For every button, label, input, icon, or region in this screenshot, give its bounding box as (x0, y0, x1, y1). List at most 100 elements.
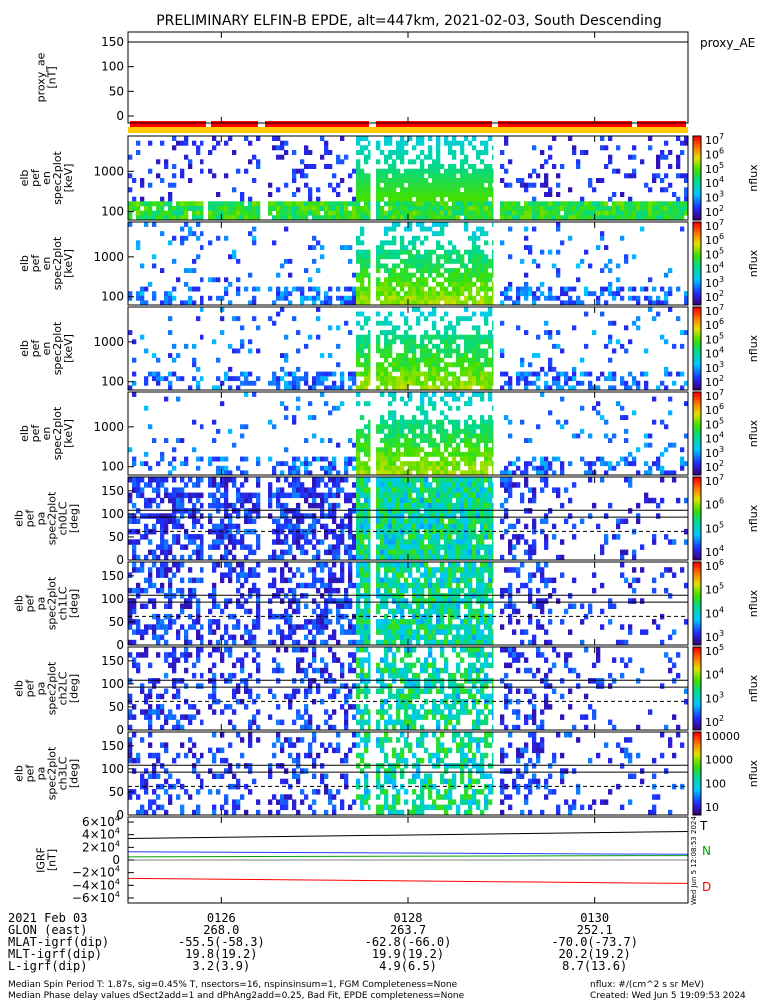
pitch-ch0-cell (380, 523, 385, 530)
energy-1-cell (224, 173, 229, 179)
pitch-ch0-colorbar-step (693, 535, 701, 538)
pitch-ch0-cell (200, 554, 205, 561)
pitch-ch0-cell (240, 482, 245, 488)
energy-4-cell (444, 428, 449, 434)
energy-1-cell (208, 168, 213, 174)
energy-1-cell (240, 196, 245, 202)
energy-2-cell (368, 277, 373, 283)
energy-1-cell (532, 182, 537, 188)
energy-3-cell (460, 371, 465, 377)
panel-pitch-ch0: 107106105104nflux150100500elbpefpaspec2p… (13, 473, 761, 567)
pitch-ch0-cell (636, 518, 641, 524)
energy-2-cell (460, 300, 465, 306)
energy-1-cell (308, 164, 313, 169)
energy-3-cell (436, 343, 441, 349)
energy-4-colorbar-step (693, 412, 701, 416)
pitch-ch1-cell (224, 562, 229, 568)
energy-2-colorbar-step (693, 269, 701, 273)
energy-2-cell (472, 235, 477, 241)
pitch-ch0-cell (176, 539, 181, 545)
energy-4-cell (340, 401, 345, 407)
state-bar-0 (130, 121, 206, 127)
pitch-ch0-cell (448, 544, 453, 550)
energy-4-cell (416, 405, 421, 411)
energy-3-cell (472, 343, 477, 349)
energy-1-cell (420, 178, 425, 183)
pitch-ch0-colorbar-step (693, 539, 701, 542)
energy-3-ylabel-3: spec2plot (51, 321, 64, 375)
energy-3-cell (412, 380, 417, 386)
pitch-ch0-cell (408, 513, 413, 519)
energy-3-cell (564, 380, 569, 386)
energy-1-cell (396, 210, 401, 216)
pitch-ch0-cell (456, 497, 461, 504)
pitch-ch0-cell (572, 534, 577, 540)
energy-3-cell (424, 330, 429, 335)
pitch-ch0-cell (168, 497, 173, 504)
pitch-ch0-cell (376, 477, 381, 483)
energy-1-ztick-3: 104 (705, 175, 724, 190)
pitch-ch0-cell (336, 477, 341, 483)
pitch-ch1-cell (208, 608, 213, 615)
energy-4-cell (192, 419, 197, 425)
pitch-ch1-cell (172, 562, 177, 568)
energy-1-cell (288, 201, 293, 207)
energy-1-cell (572, 145, 577, 151)
energy-3-cell (444, 385, 449, 391)
energy-1-cell (684, 140, 689, 146)
energy-4-cell (444, 415, 449, 420)
energy-1-cell (484, 187, 489, 193)
pitch-ch1-cell (132, 567, 137, 573)
pitch-ch0-ylabel-5: [deg] (68, 504, 81, 533)
pitch-ch0-cell (488, 554, 493, 561)
energy-1-cell (172, 210, 177, 216)
energy-4-cell (480, 424, 485, 430)
energy-1-cell (200, 159, 205, 165)
pitch-ch1-cells (128, 562, 689, 646)
energy-3-cell (520, 357, 525, 363)
energy-1-cell (156, 201, 161, 207)
pitch-ch0-cell (412, 549, 417, 556)
energy-1-cell (184, 154, 189, 160)
energy-1-cell (532, 215, 537, 221)
energy-2-cell (436, 240, 441, 246)
energy-3-cell (484, 380, 489, 386)
energy-4-cell (304, 465, 309, 471)
energy-1-cell (336, 192, 341, 197)
energy-2-cell (628, 295, 633, 301)
energy-1-cell (448, 168, 453, 174)
energy-2-cell (476, 263, 481, 269)
energy-3-cell (504, 380, 509, 386)
energy-2-cell (196, 254, 201, 260)
energy-1-cell (308, 192, 313, 197)
pitch-ch0-cell (384, 549, 389, 556)
pitch-ch0-cell (216, 523, 221, 530)
energy-4-cell (396, 470, 401, 476)
energy-4-cell (408, 438, 413, 443)
energy-1-cell (516, 215, 521, 221)
energy-1-cell (356, 201, 361, 207)
energy-2-cell (228, 300, 233, 306)
energy-4-cell (376, 456, 381, 462)
energy-4-cell (392, 415, 397, 420)
energy-4-cell (488, 396, 493, 402)
pitch-ch1-cell (252, 582, 257, 589)
pitch-ch1-cell (312, 572, 317, 578)
energy-3-cell (412, 366, 417, 372)
pitch-ch0-cell (256, 497, 261, 504)
energy-2-cell (468, 254, 473, 260)
energy-4-cell (388, 438, 393, 443)
energy-3-cell (156, 376, 161, 382)
pitch-ch0-cell (484, 518, 489, 524)
energy-1-cell (400, 154, 405, 160)
energy-1-cell (500, 150, 505, 155)
energy-2-cell (408, 222, 413, 227)
energy-3-cell (404, 334, 409, 340)
energy-3-ztick-exp-4: 3 (719, 360, 724, 369)
pitch-ch0-cell (464, 523, 469, 530)
energy-2-cell (540, 281, 545, 287)
pitch-ch0-cell (368, 487, 373, 493)
energy-1-cell (180, 168, 185, 174)
pitch-ch0-cell (636, 513, 641, 519)
energy-3-cell (364, 334, 369, 340)
